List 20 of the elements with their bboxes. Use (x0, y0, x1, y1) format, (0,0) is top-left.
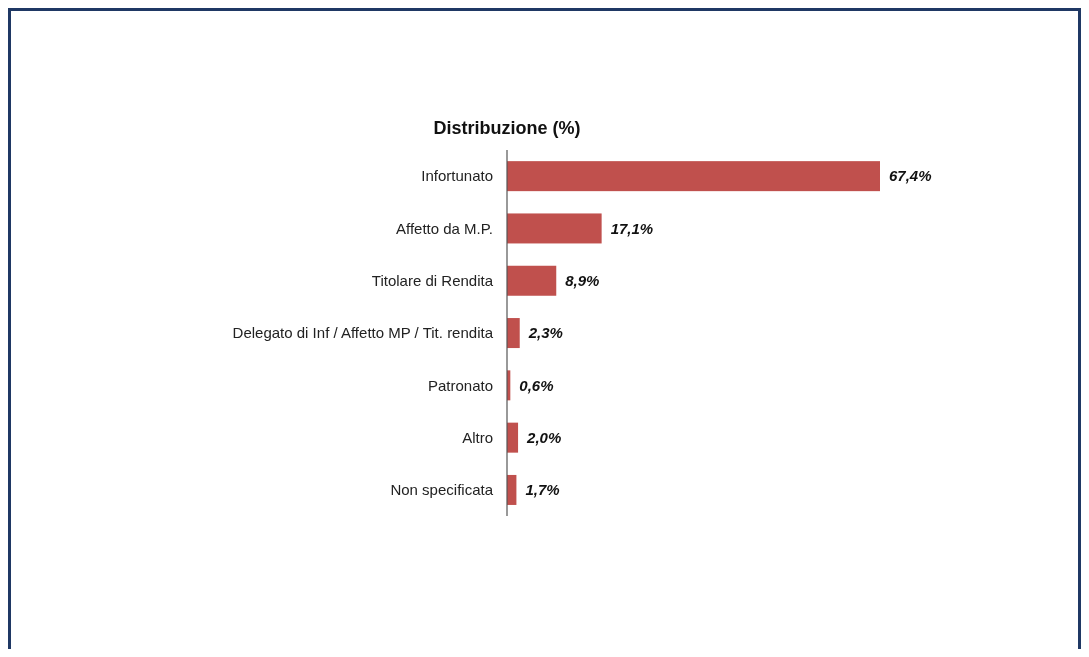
y-tick-label: Delegato di Inf / Affetto MP / Tit. rendita (232, 324, 494, 342)
bar (507, 318, 520, 349)
bar (507, 213, 602, 244)
y-tick-label: Affetto da M.P. (395, 219, 493, 237)
y-tick-label: Patronato (427, 376, 493, 394)
y-tick-label: Non specificata (390, 481, 494, 499)
data-label: 2,0% (526, 428, 562, 446)
y-tick-label: Infortunato (421, 167, 493, 185)
y-tick-label: Titolare di Rendita (371, 272, 494, 289)
bar (507, 422, 519, 453)
data-label: 0,6% (519, 376, 554, 394)
data-label: 8,9% (565, 272, 600, 289)
y-tick-label: Altro (462, 428, 493, 446)
data-label: 67,4% (889, 167, 932, 185)
data-label: 17,1% (610, 219, 654, 237)
data-label: 1,7% (525, 481, 560, 499)
data-label: 2,3% (527, 324, 563, 342)
bar (507, 161, 880, 192)
bar (507, 265, 557, 296)
chart-title: Distribuzione (%) (433, 118, 581, 138)
